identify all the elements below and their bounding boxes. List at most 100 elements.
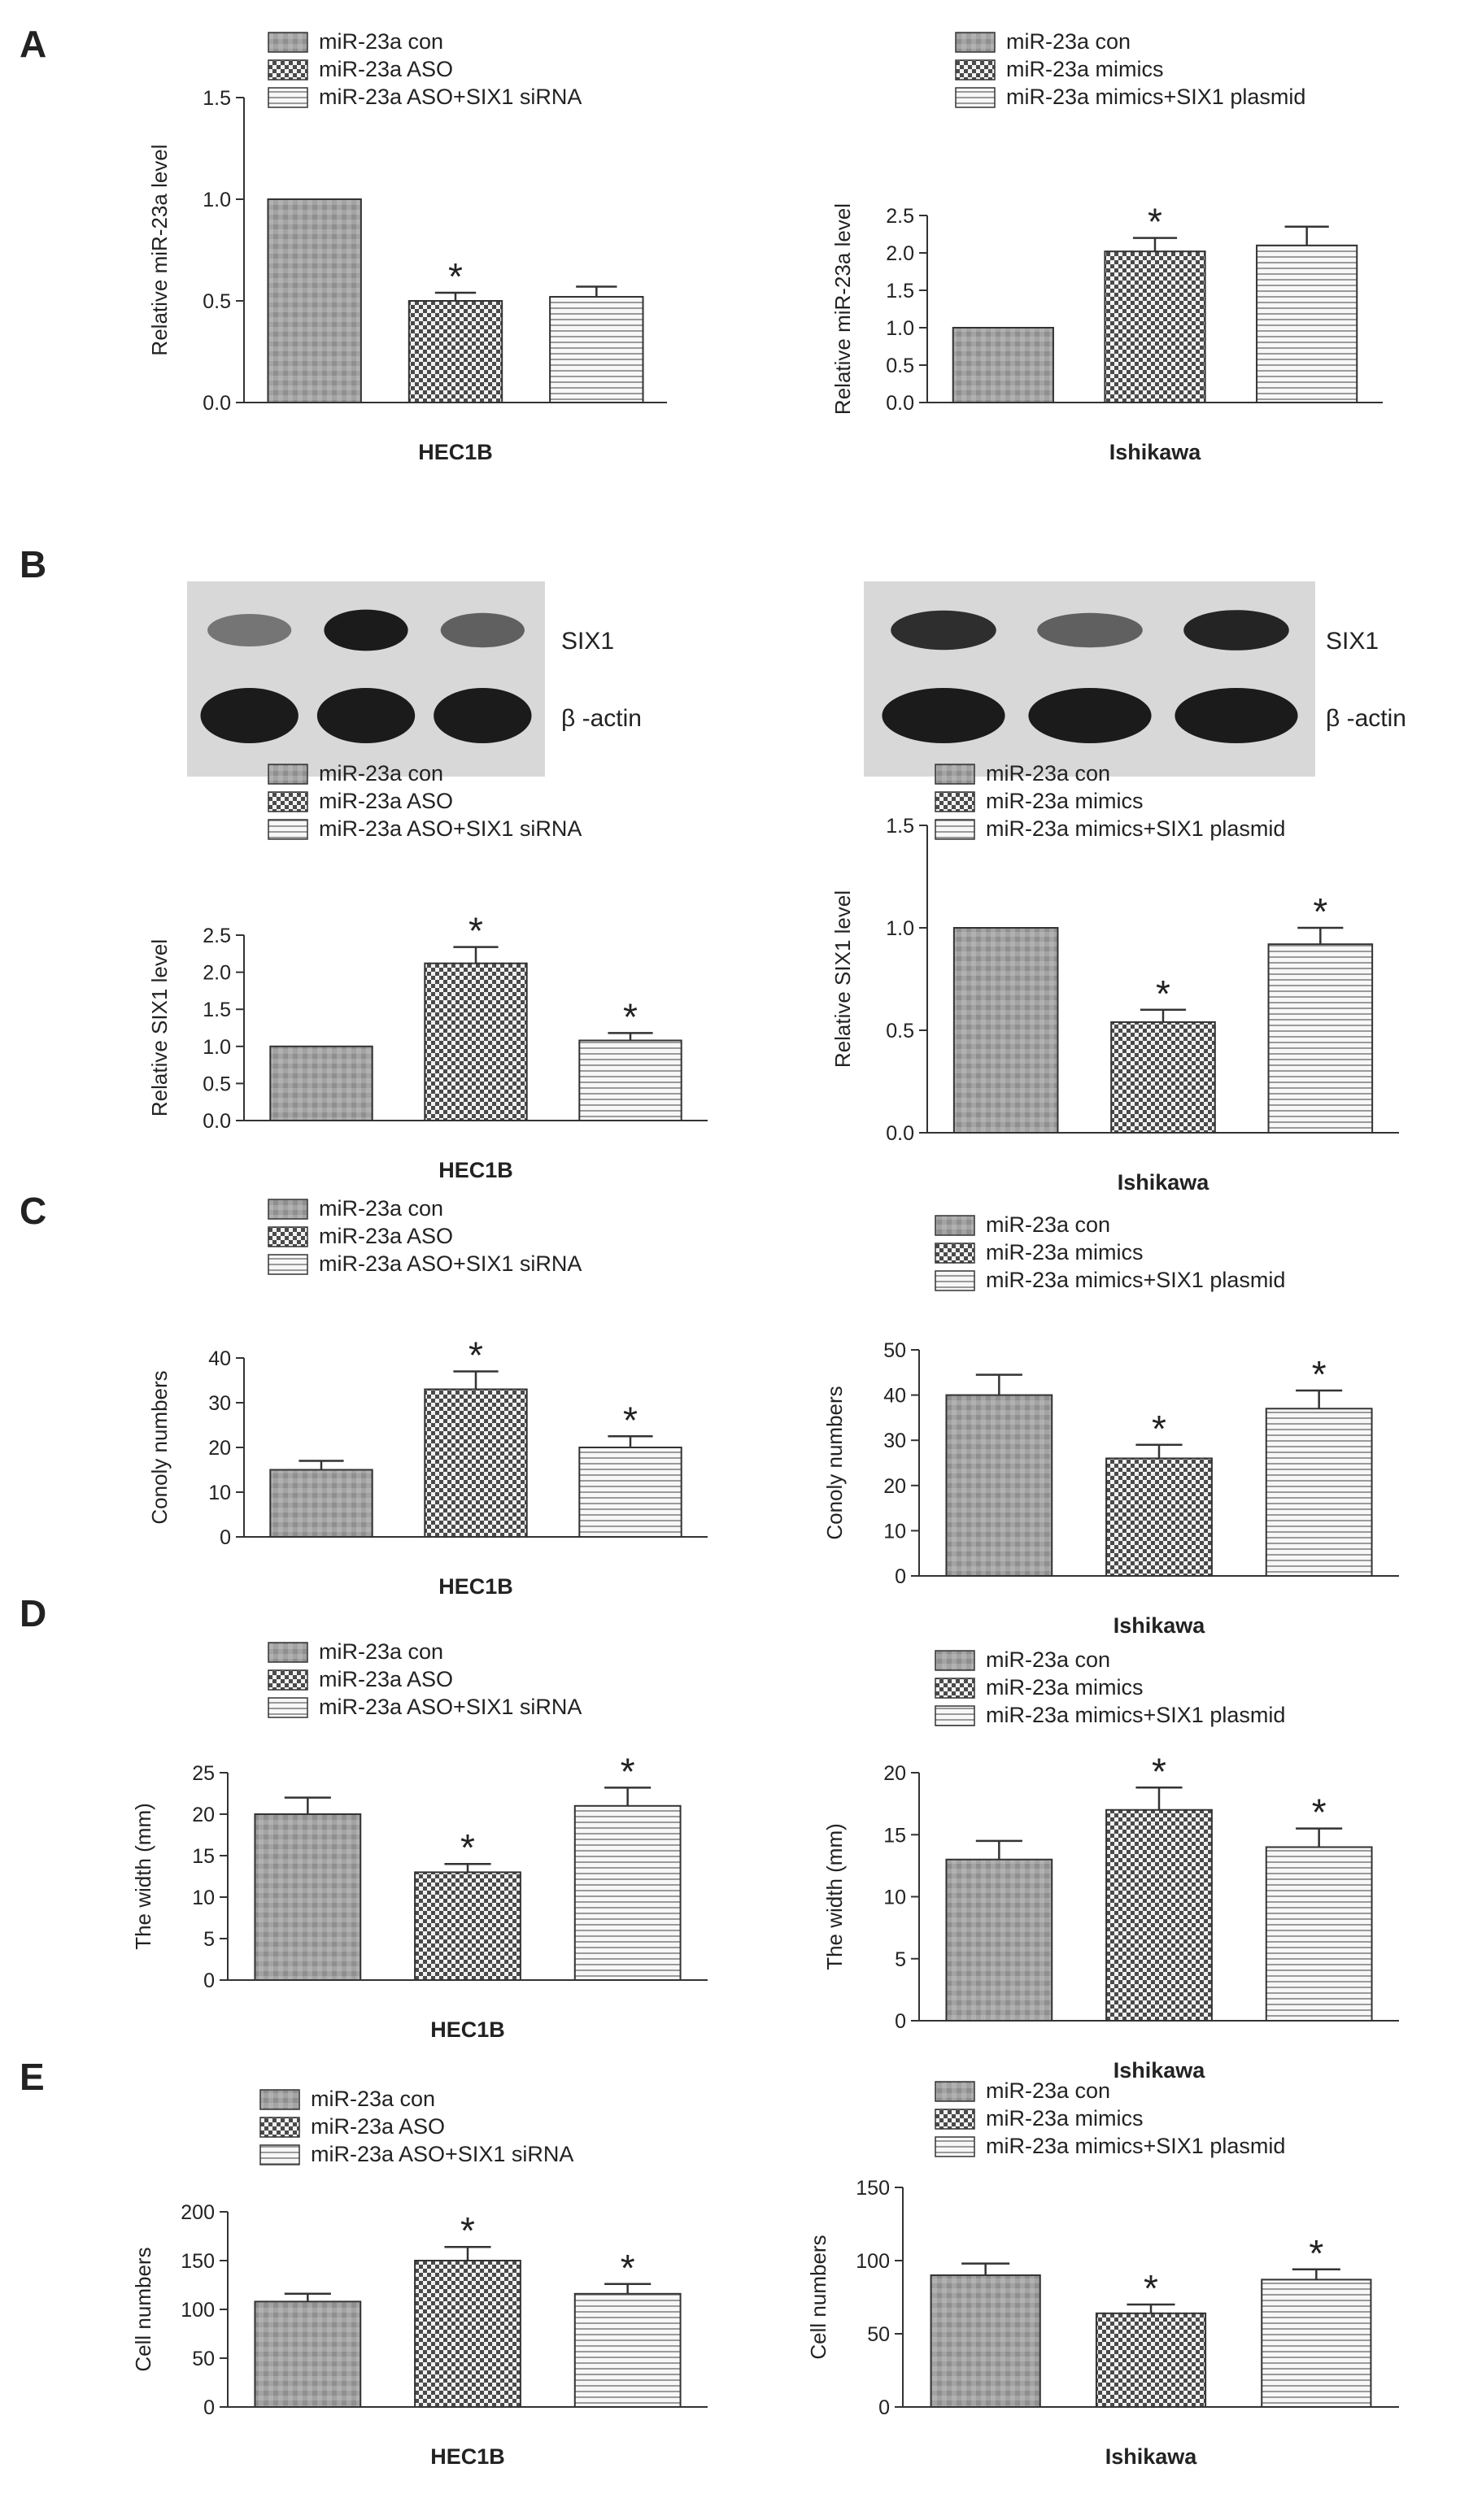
y-axis-label: Conoly numbers (147, 1370, 172, 1524)
y-axis-label: The width (mm) (131, 1803, 155, 1950)
bar (254, 1813, 362, 1981)
legend-label: miR-23a con (1006, 29, 1131, 54)
legend-label: miR-23a con (319, 1196, 443, 1221)
y-tick-label: 20 (883, 1475, 906, 1498)
bar (952, 327, 1054, 403)
legend-swatch (268, 87, 308, 108)
legend-swatch (268, 1697, 308, 1718)
y-tick-label: 1.5 (203, 87, 231, 110)
significance-star: * (460, 2209, 475, 2252)
bar (424, 1388, 528, 1538)
y-tick-label: 10 (883, 1520, 906, 1543)
y-tick-label: 0 (878, 2396, 890, 2419)
bar (1104, 250, 1206, 403)
legend-swatch (935, 2109, 975, 2130)
actin-band (316, 688, 416, 743)
legend-swatch (259, 2117, 300, 2138)
y-tick-label: 1.5 (203, 999, 231, 1021)
legend-swatch (935, 1215, 975, 1236)
x-axis-label: Ishikawa (1109, 440, 1202, 464)
bar (1105, 1457, 1213, 1577)
blot-label-actin: β -actin (1326, 705, 1406, 732)
bar (573, 2292, 682, 2409)
panel-label-c: C (20, 1190, 46, 1232)
y-axis-label: Cell numbers (806, 2235, 830, 2359)
y-tick-label: 2.5 (203, 925, 231, 947)
y-tick-label: 0.5 (886, 1020, 914, 1042)
y-tick-label: 2.5 (886, 205, 914, 228)
chart-c-hec1b: miR-23a con miR-23a ASO miR-23a ASO+SIX1 s… (147, 1196, 708, 1599)
bar (1110, 1021, 1216, 1134)
six1-band (1183, 610, 1289, 651)
blot-label-six1: SIX1 (561, 628, 614, 655)
chart-c-ishikawa: miR-23a con miR-23a mimics miR-23a mimics+… (822, 1212, 1399, 1638)
panel-label-e: E (20, 2056, 45, 2098)
y-tick-label: 0.0 (886, 392, 914, 415)
legend-swatch (935, 791, 975, 812)
bar (952, 927, 1059, 1134)
legend-label: miR-23a ASO (319, 1667, 453, 1691)
bar (414, 2260, 521, 2408)
y-tick-label: 10 (883, 1887, 906, 1909)
legend-swatch (935, 2136, 975, 2157)
legend-label: miR-23a con (311, 2087, 435, 2111)
y-tick-label: 10 (192, 1887, 215, 1909)
bar (407, 300, 503, 403)
y-tick-label: 100 (181, 2299, 215, 2322)
y-tick-label: 5 (203, 1928, 215, 1951)
legend-swatch (268, 1226, 308, 1247)
significance-star: * (623, 995, 638, 1038)
legend-swatch (935, 819, 975, 840)
significance-star: * (1313, 890, 1327, 933)
y-axis-label: Cell numbers (131, 2247, 155, 2371)
y-tick-label: 200 (181, 2201, 215, 2224)
y-tick-label: 30 (208, 1392, 231, 1415)
y-tick-label: 20 (883, 1762, 906, 1785)
bar (1256, 244, 1358, 403)
six1-band (1037, 612, 1143, 648)
significance-star: * (1152, 1408, 1166, 1450)
y-tick-label: 0 (895, 1565, 906, 1588)
y-tick-label: 20 (192, 1804, 215, 1826)
y-tick-label: 1.0 (203, 189, 231, 211)
y-tick-label: 0 (895, 2010, 906, 2033)
legend-label: miR-23a ASO (319, 1224, 453, 1248)
y-tick-label: 2.0 (203, 962, 231, 985)
legend-swatch (268, 1254, 308, 1275)
significance-star: * (469, 1334, 483, 1377)
six1-band (440, 612, 525, 648)
legend-label: miR-23a ASO (319, 57, 453, 81)
y-tick-label: 150 (856, 2177, 890, 2200)
actin-band (434, 688, 532, 743)
chart-d-ishikawa: miR-23a con miR-23a mimics miR-23a mimics+… (822, 1647, 1399, 2083)
y-tick-label: 0.0 (886, 1122, 914, 1145)
y-axis-label: Relative SIX1 level (830, 890, 855, 1068)
western-blot-hec1b: SIX1 β -actin (187, 581, 642, 777)
legend-label: miR-23a con (986, 761, 1110, 786)
chart-e-hec1b: miR-23a con miR-23a ASO miR-23a ASO+SIX1 s… (131, 2087, 708, 2469)
bar (578, 1447, 682, 1538)
blot-label-actin: β -actin (561, 705, 642, 732)
western-blot-ishikawa: SIX1 β -actin (864, 581, 1406, 777)
chart-b-ishikawa: miR-23a con miR-23a mimics miR-23a mimics+… (830, 761, 1399, 1195)
significance-star: * (1156, 973, 1170, 1015)
significance-star: * (460, 1826, 475, 1869)
significance-star: * (1312, 1791, 1327, 1834)
legend-label: miR-23a mimics+SIX1 plasmid (986, 1268, 1285, 1292)
actin-band (1175, 688, 1298, 743)
legend-swatch (268, 59, 308, 81)
significance-star: * (621, 1750, 635, 1792)
y-tick-label: 0 (203, 1969, 215, 1992)
y-tick-label: 100 (856, 2250, 890, 2273)
y-axis-label: Conoly numbers (822, 1386, 847, 1539)
actin-band (200, 688, 299, 743)
significance-star: * (621, 2247, 635, 2289)
legend-swatch (955, 32, 996, 53)
y-tick-label: 0.5 (886, 355, 914, 377)
legend-swatch (268, 791, 308, 812)
y-tick-label: 1.0 (886, 317, 914, 340)
legend-swatch (268, 819, 308, 840)
chart-b-hec1b: miR-23a con miR-23a ASO miR-23a ASO+SIX1 s… (147, 761, 708, 1182)
panel-label-d: D (20, 1592, 46, 1634)
